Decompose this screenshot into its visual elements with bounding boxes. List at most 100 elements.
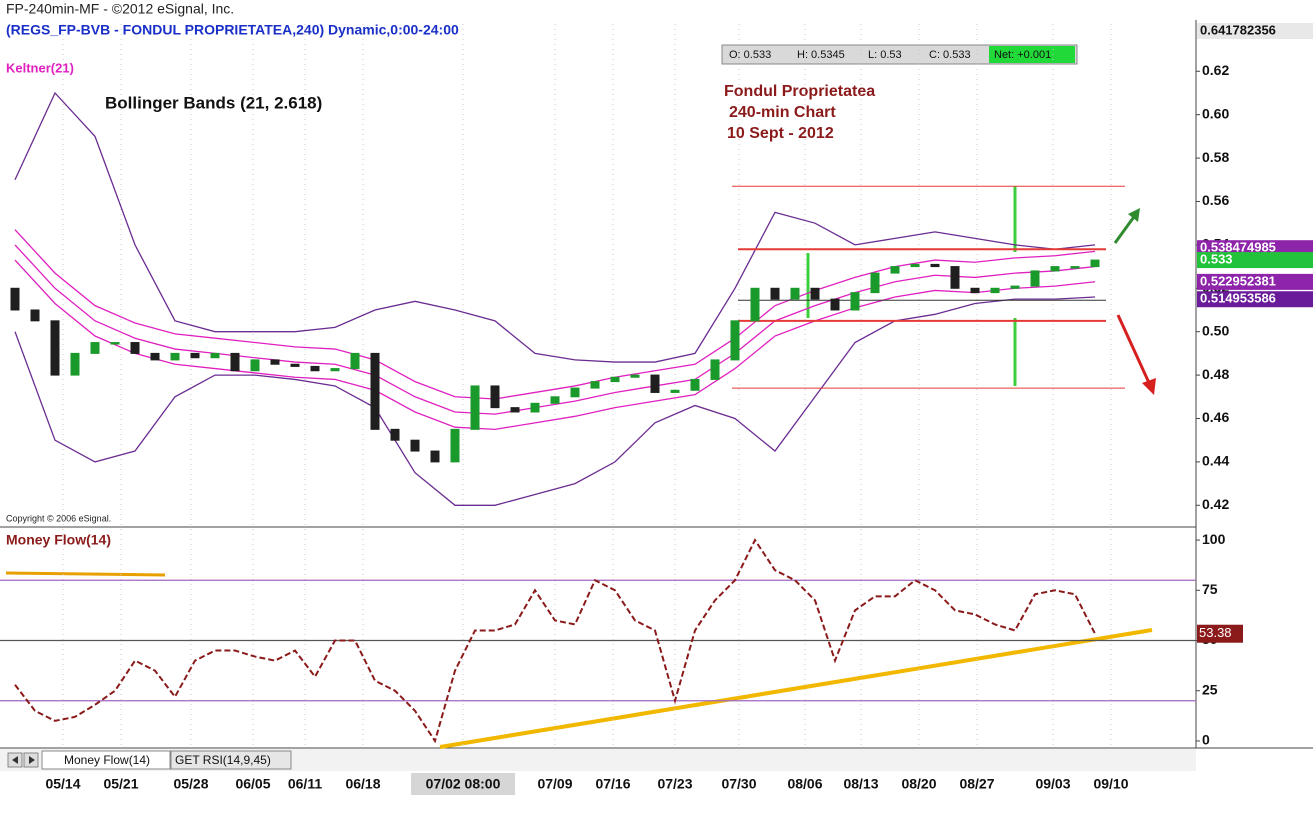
x-tick-label: 07/02 08:00 [426, 776, 501, 792]
x-tick-label: 07/16 [595, 776, 630, 792]
price-marker-label: 0.514953586 [1200, 291, 1276, 306]
candle [890, 266, 900, 274]
overlay-line [14, 91, 1096, 363]
candle [430, 450, 440, 463]
x-tick-label: 08/27 [959, 776, 994, 792]
candle [470, 385, 480, 430]
candle [10, 287, 20, 311]
candle [350, 352, 360, 370]
x-tick-label: 07/23 [657, 776, 692, 792]
overlay-line [14, 259, 1096, 430]
y-tick-label: 75 [1202, 581, 1218, 597]
x-tick-label: 09/10 [1093, 776, 1128, 792]
x-tick-highlight [411, 773, 515, 795]
candle [550, 396, 560, 404]
down-arrow-head [1142, 378, 1156, 395]
overlay-line [14, 229, 1096, 400]
candle [1030, 270, 1040, 287]
candle [30, 309, 40, 322]
annotation: Fondul Proprietatea [724, 83, 875, 100]
candle [710, 359, 720, 380]
quote-open: O: 0.533 [729, 49, 771, 61]
candle [750, 287, 760, 322]
candle [510, 407, 520, 413]
icon [29, 756, 35, 764]
x-tick-label: 06/05 [235, 776, 270, 792]
price-marker-label: 0.641782356 [1200, 22, 1276, 37]
down-arrow [1116, 314, 1152, 386]
candle [790, 287, 800, 300]
overlay-line [14, 296, 1096, 506]
candle [950, 266, 960, 289]
candle [990, 287, 1000, 294]
tab-bar [0, 749, 1196, 771]
y-tick-label: 0.44 [1202, 453, 1229, 469]
candle [870, 272, 880, 294]
quote-net: Net: +0.001 [994, 49, 1051, 61]
candle [210, 352, 220, 359]
candle [170, 352, 180, 361]
quote-close: C: 0.533 [929, 49, 971, 61]
candle [530, 402, 540, 413]
candle [190, 352, 200, 359]
tab-label[interactable]: Money Flow(14) [64, 753, 150, 767]
last-value-label: 53.38 [1199, 625, 1232, 640]
window-title: FP-240min-MF - ©2012 eSignal, Inc. [6, 1, 234, 17]
y-tick-label: 0.60 [1202, 105, 1229, 121]
y-tick-label: 0.58 [1202, 149, 1229, 165]
y-tick-label: 0.62 [1202, 62, 1229, 78]
candle [370, 352, 380, 430]
quote-box [721, 44, 1078, 65]
x-tick-label: 06/18 [345, 776, 380, 792]
overlay-line [14, 244, 1096, 415]
x-tick-label: 07/30 [721, 776, 756, 792]
x-tick-label: 09/03 [1035, 776, 1070, 792]
tab[interactable] [170, 750, 292, 770]
candle [410, 439, 420, 452]
x-tick-label: 05/28 [173, 776, 208, 792]
candle [730, 320, 740, 361]
candle [450, 428, 460, 463]
candle [810, 287, 820, 300]
candle [130, 342, 140, 354]
y-tick-label: 0.46 [1202, 409, 1229, 425]
price-marker-label: 0.538474985 [1200, 240, 1276, 255]
candle [610, 376, 620, 383]
candle [630, 374, 640, 378]
price-marker [1197, 23, 1313, 39]
last-value-marker [1197, 624, 1243, 643]
x-tick-label: 06/11 [288, 776, 322, 792]
candle [290, 363, 300, 367]
tab-label[interactable]: GET RSI(14,9,45) [175, 753, 271, 767]
candle [50, 320, 60, 376]
y-tick-label: 0.56 [1202, 192, 1229, 208]
candle [230, 352, 240, 372]
copyright: Copyright © 2006 eSignal. [6, 513, 111, 523]
y-tick-label: 0.48 [1202, 366, 1229, 382]
candle [770, 287, 780, 300]
price-marker-label: 0.522952381 [1200, 273, 1276, 288]
candle [1090, 259, 1100, 268]
candle [1070, 266, 1080, 269]
candle [970, 287, 980, 294]
annotation: 240-min Chart [729, 104, 836, 121]
trendline [439, 628, 1153, 749]
quote-high: H: 0.5345 [797, 49, 845, 61]
net-box [989, 46, 1075, 63]
candle [150, 352, 160, 361]
tab[interactable] [41, 750, 171, 770]
candle [330, 368, 340, 372]
y-tick-label: 0.50 [1202, 322, 1229, 338]
candle [650, 374, 660, 393]
up-arrow [1113, 213, 1138, 244]
money-flow-line [14, 538, 1096, 744]
candle [1050, 266, 1060, 272]
x-tick-label: 05/21 [103, 776, 138, 792]
price-marker [1197, 273, 1313, 290]
trendline [5, 571, 166, 577]
candle [250, 359, 260, 372]
candle [830, 298, 840, 311]
candle [390, 428, 400, 441]
keltner-label: Keltner(21) [6, 60, 74, 75]
